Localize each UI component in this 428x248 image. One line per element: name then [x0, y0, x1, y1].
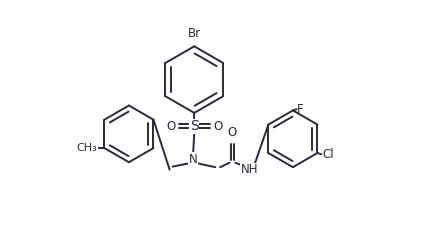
Text: Cl: Cl — [322, 148, 333, 161]
Text: O: O — [166, 120, 175, 133]
Text: CH₃: CH₃ — [77, 143, 98, 153]
Text: NH: NH — [241, 163, 259, 176]
Text: N: N — [189, 153, 197, 166]
Text: O: O — [228, 126, 237, 139]
Text: O: O — [213, 120, 222, 133]
Text: Br: Br — [188, 27, 201, 40]
Text: F: F — [297, 103, 304, 116]
Text: S: S — [190, 120, 199, 133]
